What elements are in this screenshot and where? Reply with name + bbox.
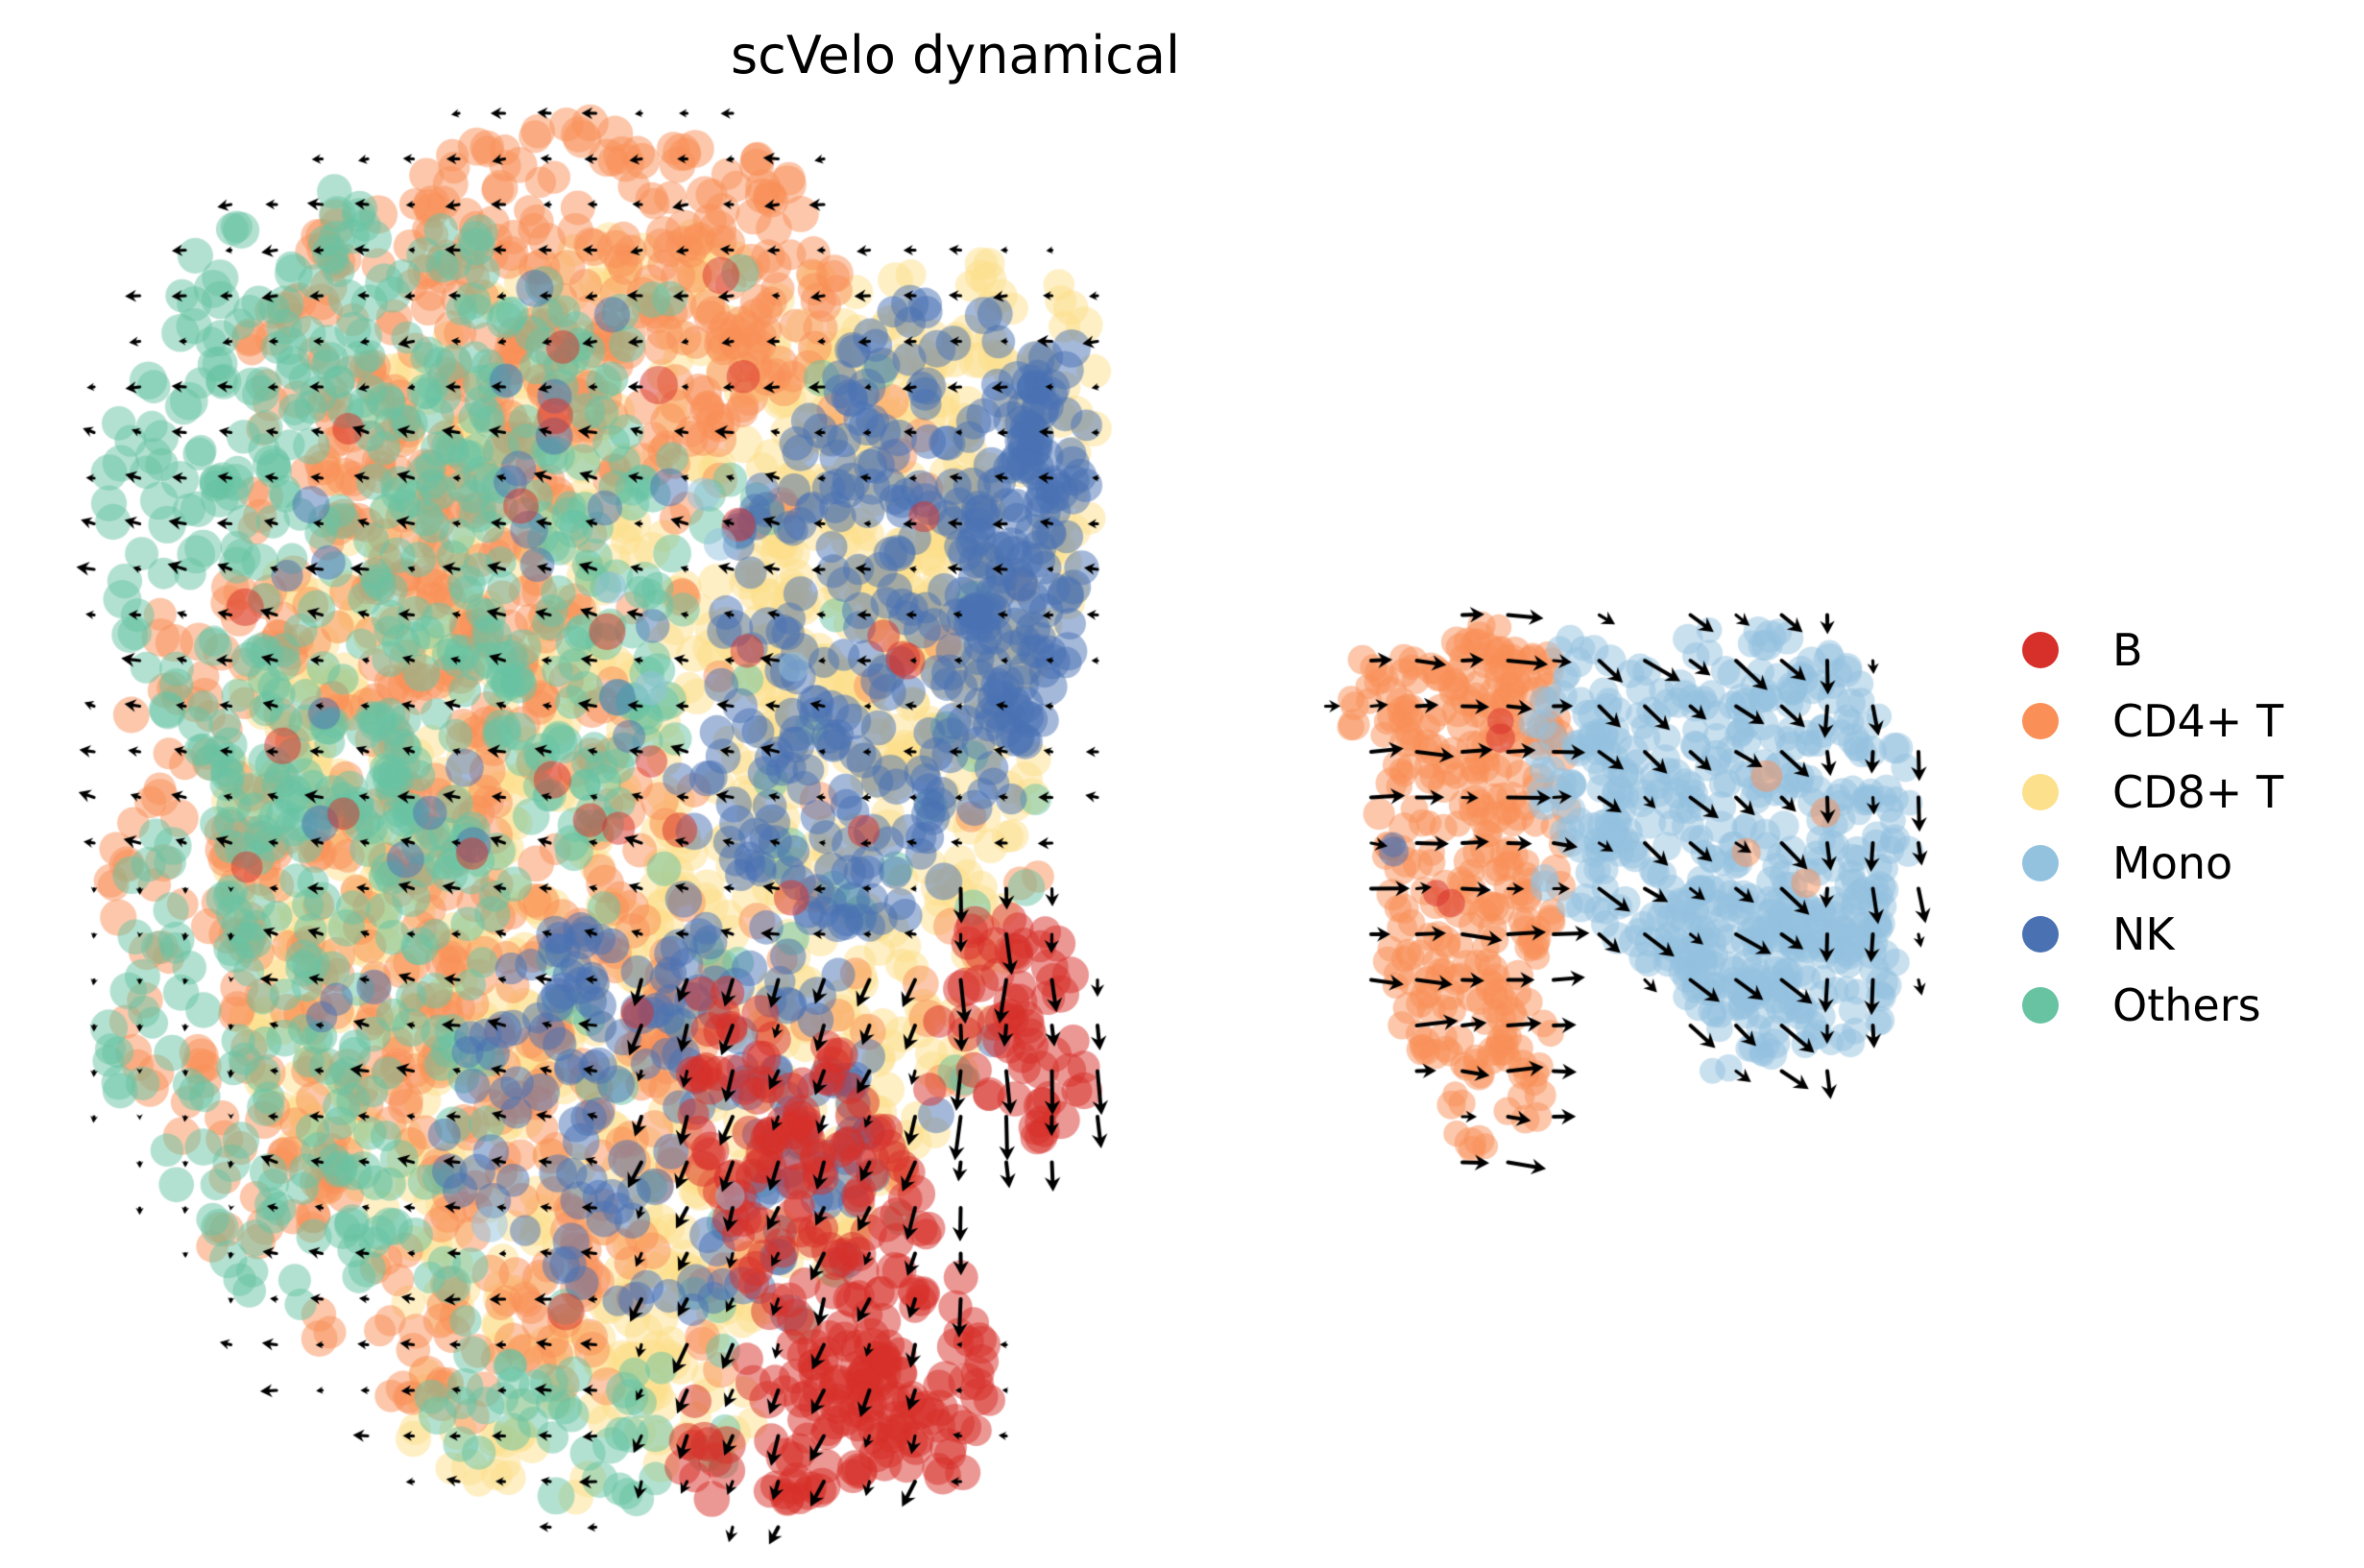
legend-label: CD8+ T — [2112, 766, 2284, 818]
legend-label: CD4+ T — [2112, 695, 2284, 747]
legend-swatch-icon — [2022, 916, 2059, 953]
legend-item: Others — [2022, 970, 2283, 1041]
legend-swatch-icon — [2022, 845, 2059, 881]
legend-item: Mono — [2022, 828, 2283, 899]
legend-label: Others — [2112, 979, 2261, 1031]
legend: B CD4+ T CD8+ T Mono NK Others — [2022, 615, 2283, 1041]
chart-title: scVelo dynamical — [731, 25, 1180, 85]
legend-item: CD8+ T — [2022, 757, 2283, 828]
legend-label: NK — [2112, 908, 2175, 960]
legend-swatch-icon — [2022, 987, 2059, 1024]
legend-swatch-icon — [2022, 703, 2059, 739]
legend-swatch-icon — [2022, 774, 2059, 810]
legend-swatch-icon — [2022, 632, 2059, 668]
legend-label: B — [2112, 624, 2143, 676]
legend-item: B — [2022, 615, 2283, 686]
legend-item: CD4+ T — [2022, 686, 2283, 757]
legend-item: NK — [2022, 899, 2283, 970]
legend-label: Mono — [2112, 837, 2233, 889]
